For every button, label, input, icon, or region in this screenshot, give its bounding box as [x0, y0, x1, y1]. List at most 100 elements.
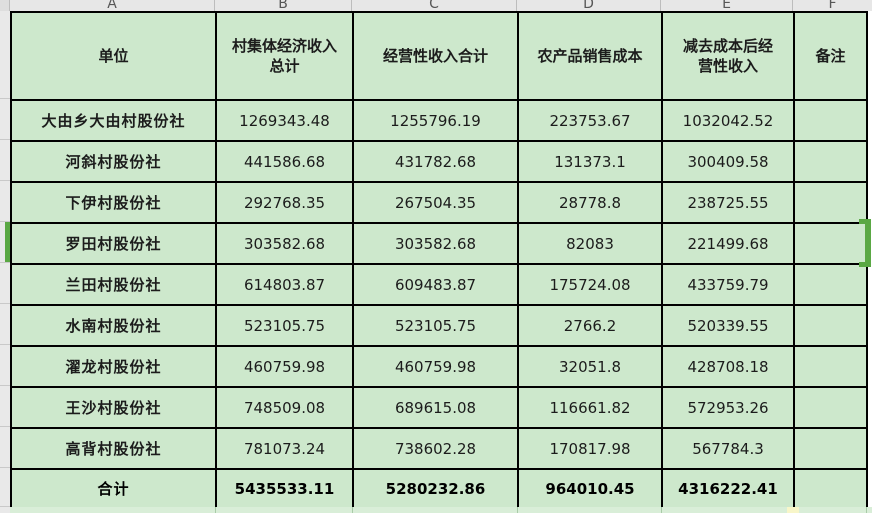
cell-note[interactable] — [793, 386, 868, 429]
column-header-f[interactable]: F — [828, 0, 837, 11]
row-header-selected[interactable] — [0, 222, 10, 263]
table-row: 高背村股份社 781073.24 738602.28 170817.98 567… — [10, 427, 868, 470]
cell-product-cost[interactable]: 28778.8 — [517, 181, 663, 224]
table-row: 王沙村股份社 748509.08 689615.08 116661.82 572… — [10, 386, 868, 429]
row-header[interactable] — [0, 140, 10, 181]
table-row: 濯龙村股份社 460759.98 460759.98 32051.8 42870… — [10, 345, 868, 388]
cell-operating-income[interactable]: 431782.68 — [352, 140, 519, 183]
row-header[interactable] — [0, 386, 10, 427]
row-header[interactable] — [0, 427, 10, 468]
row-header[interactable] — [0, 181, 10, 222]
row-header[interactable] — [0, 304, 10, 345]
header-row: 单位 村集体经济收入 总计 经营性收入合计 农产品销售成本 减去成本后经 营性收… — [10, 11, 868, 101]
cell-product-cost[interactable]: 175724.08 — [517, 263, 663, 306]
cell-net-operating[interactable]: 433759.79 — [661, 263, 795, 306]
cell-unit[interactable]: 水南村股份社 — [10, 304, 217, 347]
column-header-d[interactable]: D — [517, 0, 661, 11]
table-row: 下伊村股份社 292768.35 267504.35 28778.8 23872… — [10, 181, 868, 224]
cell-net-operating[interactable]: 567784.3 — [661, 427, 795, 470]
cell-net-operating[interactable]: 428708.18 — [661, 345, 795, 388]
column-header-b[interactable]: B — [215, 0, 352, 11]
header-note[interactable]: 备注 — [793, 11, 868, 101]
cell-total-income[interactable]: 460759.98 — [215, 345, 354, 388]
cell-operating-income[interactable]: 460759.98 — [352, 345, 519, 388]
cell-total-income[interactable]: 1269343.48 — [215, 99, 354, 142]
row-header[interactable] — [0, 468, 10, 507]
row-header-strip — [0, 11, 10, 513]
cell-note[interactable] — [793, 345, 868, 388]
cell-unit[interactable]: 大由乡大由村股份社 — [10, 99, 217, 142]
cell-total-income[interactable]: 781073.24 — [215, 427, 354, 470]
header-operating-income[interactable]: 经营性收入合计 — [352, 11, 519, 101]
cell-operating-income-sum[interactable]: 5280232.86 — [352, 468, 519, 509]
cell-product-cost[interactable]: 223753.67 — [517, 99, 663, 142]
gridline — [866, 507, 867, 513]
cell-operating-income[interactable]: 738602.28 — [352, 427, 519, 470]
cell-unit[interactable]: 濯龙村股份社 — [10, 345, 217, 388]
cell-product-cost[interactable]: 32051.8 — [517, 345, 663, 388]
cell-net-operating[interactable]: 238725.55 — [661, 181, 795, 224]
cell-total-income[interactable]: 748509.08 — [215, 386, 354, 429]
cell-product-cost[interactable]: 116661.82 — [517, 386, 663, 429]
column-header-c[interactable]: C — [352, 0, 517, 11]
cell-note[interactable] — [793, 140, 868, 183]
yellow-cell-sliver — [787, 507, 799, 513]
cell-operating-income[interactable]: 523105.75 — [352, 304, 519, 347]
cell-product-cost-sum[interactable]: 964010.45 — [517, 468, 663, 509]
cell-note[interactable] — [793, 222, 868, 265]
column-header-e[interactable]: E — [661, 0, 793, 11]
cell-unit[interactable]: 王沙村股份社 — [10, 386, 217, 429]
cell-unit[interactable]: 罗田村股份社 — [10, 222, 217, 265]
row-header[interactable] — [0, 345, 10, 386]
cell-note[interactable] — [793, 427, 868, 470]
cell-total-income[interactable]: 441586.68 — [215, 140, 354, 183]
cell-note[interactable] — [793, 304, 868, 347]
table-row: 河斜村股份社 441586.68 431782.68 131373.1 3004… — [10, 140, 868, 183]
cell-net-operating[interactable]: 1032042.52 — [661, 99, 795, 142]
cell-operating-income[interactable]: 267504.35 — [352, 181, 519, 224]
cell-note-sum[interactable] — [793, 468, 868, 509]
cell-product-cost[interactable]: 170817.98 — [517, 427, 663, 470]
cell-unit[interactable]: 兰田村股份社 — [10, 263, 217, 306]
cell-net-operating-sum[interactable]: 4316222.41 — [661, 468, 795, 509]
selection-border-right — [859, 219, 871, 267]
cell-product-cost[interactable]: 2766.2 — [517, 304, 663, 347]
cell-note[interactable] — [793, 181, 868, 224]
cell-total-income-sum[interactable]: 5435533.11 — [215, 468, 354, 509]
cell-net-operating[interactable]: 300409.58 — [661, 140, 795, 183]
row-header[interactable] — [0, 99, 10, 140]
cell-unit[interactable]: 下伊村股份社 — [10, 181, 217, 224]
cell-net-operating[interactable]: 520339.55 — [661, 304, 795, 347]
total-row: 合计 5435533.11 5280232.86 964010.45 43162… — [10, 468, 868, 509]
select-all-corner[interactable] — [0, 0, 10, 11]
cell-product-cost[interactable]: 131373.1 — [517, 140, 663, 183]
cell-operating-income[interactable]: 689615.08 — [352, 386, 519, 429]
gridline — [215, 507, 216, 513]
cell-total-income[interactable]: 523105.75 — [215, 304, 354, 347]
cell-net-operating[interactable]: 572953.26 — [661, 386, 795, 429]
cell-net-operating[interactable]: 221499.68 — [661, 222, 795, 265]
cell-operating-income[interactable]: 1255796.19 — [352, 99, 519, 142]
header-product-cost[interactable]: 农产品销售成本 — [517, 11, 663, 101]
cell-product-cost[interactable]: 82083 — [517, 222, 663, 265]
cell-total-income[interactable]: 303582.68 — [215, 222, 354, 265]
header-net-operating[interactable]: 减去成本后经 营性收入 — [661, 11, 795, 101]
row-header[interactable] — [0, 263, 10, 304]
row-header[interactable] — [0, 11, 10, 99]
cell-unit[interactable]: 河斜村股份社 — [10, 140, 217, 183]
cell-total-income[interactable]: 292768.35 — [215, 181, 354, 224]
cell-operating-income[interactable]: 609483.87 — [352, 263, 519, 306]
header-unit[interactable]: 单位 — [10, 11, 217, 101]
cell-total-income[interactable]: 614803.87 — [215, 263, 354, 306]
column-header-a[interactable]: A — [10, 0, 215, 11]
cell-total-label[interactable]: 合计 — [10, 468, 217, 509]
cell-note[interactable] — [793, 99, 868, 142]
cell-note[interactable] — [793, 263, 868, 306]
cell-unit[interactable]: 高背村股份社 — [10, 427, 217, 470]
cell-operating-income[interactable]: 303582.68 — [352, 222, 519, 265]
header-total-income[interactable]: 村集体经济收入 总计 — [215, 11, 354, 101]
column-header-strip: A B C D E F — [0, 0, 872, 11]
gridline — [517, 507, 518, 513]
table-row: 兰田村股份社 614803.87 609483.87 175724.08 433… — [10, 263, 868, 306]
